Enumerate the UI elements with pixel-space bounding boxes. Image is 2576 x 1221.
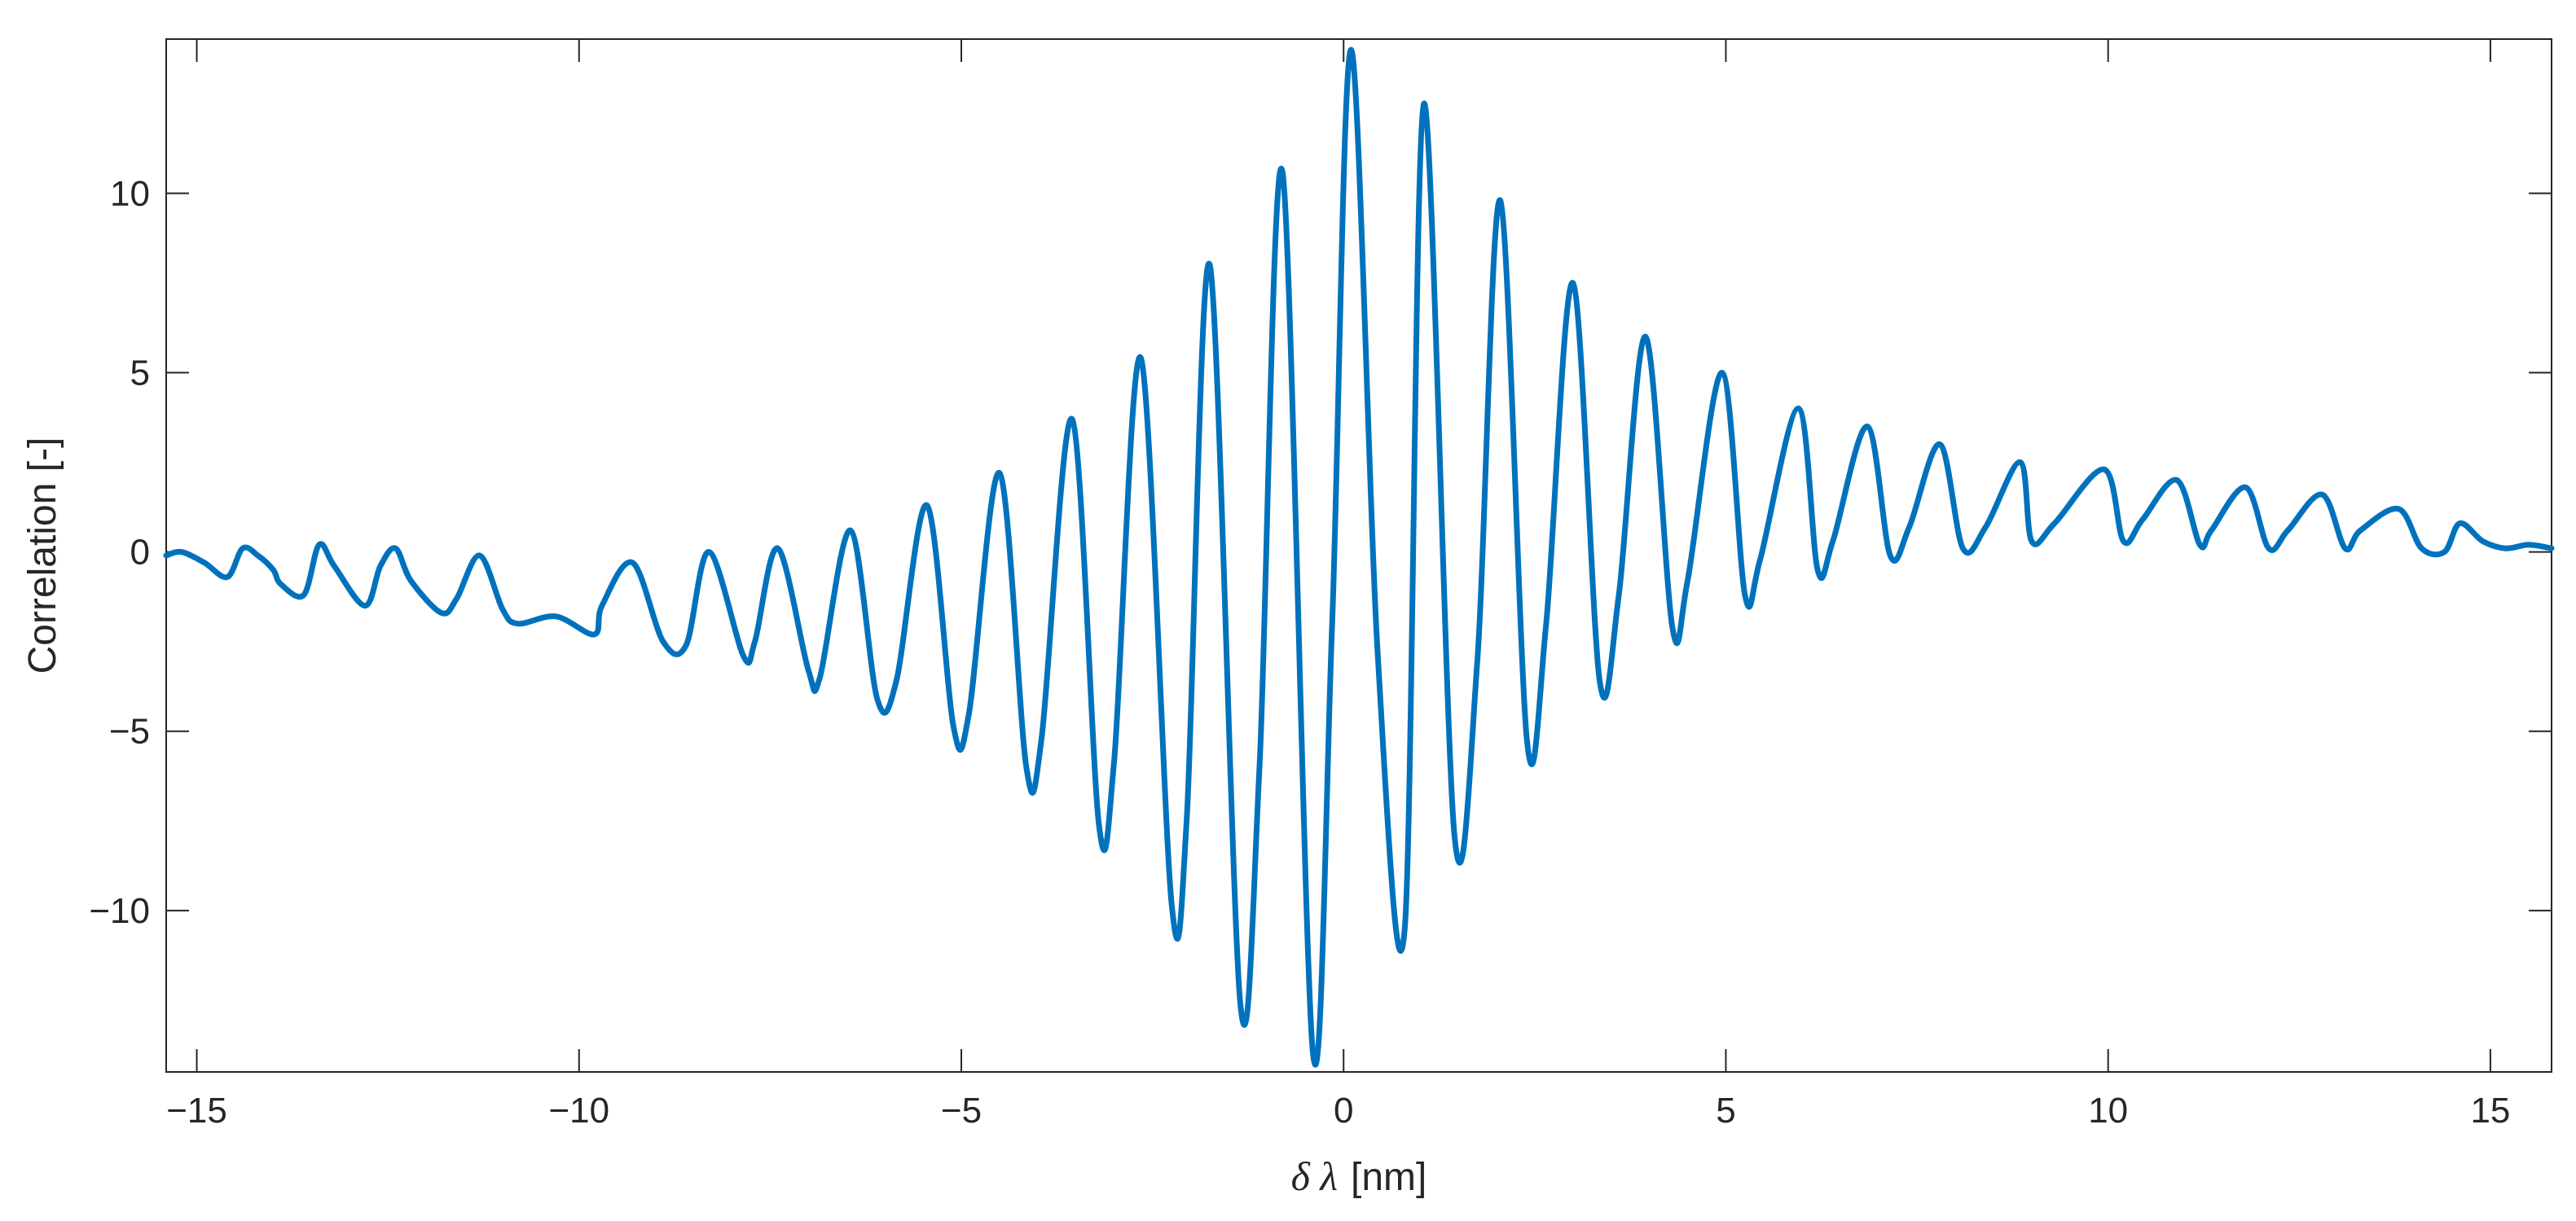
correlation-series-line-0 [163,46,2555,1068]
x-tick-label: 5 [1716,1091,1735,1131]
x-axis-ticks: −15 −10 −5 0 5 10 15 [166,39,2510,1131]
y-axis-ticks: −10 −5 0 5 10 [89,173,2552,931]
y-tick-label: −5 [109,712,150,752]
x-tick-label: −10 [548,1091,609,1131]
y-tick-label: 5 [130,353,150,393]
x-axis-label-symbol: δ λ [1291,1153,1338,1199]
x-axis-label: δ λ [nm] [1291,1153,1427,1199]
y-tick-label: 0 [130,533,150,573]
x-tick-label: 15 [2470,1091,2510,1131]
x-tick-label: −5 [941,1091,982,1131]
x-tick-label: 10 [2088,1091,2128,1131]
x-tick-label: −15 [166,1091,227,1131]
x-tick-label: 0 [1334,1091,1353,1131]
y-tick-label: −10 [89,891,150,931]
series-layer [163,46,2555,1068]
y-axis-label: Correlation [-] [21,437,64,674]
x-axis-label-unit: [nm] [1351,1156,1426,1199]
y-tick-label: 10 [110,173,150,213]
